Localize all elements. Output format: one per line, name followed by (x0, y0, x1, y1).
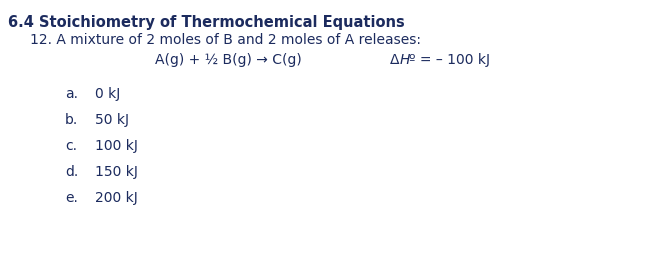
Text: 100 kJ: 100 kJ (95, 139, 138, 153)
Text: b.: b. (65, 113, 78, 127)
Text: d.: d. (65, 165, 78, 179)
Text: A(g) + ½ B(g) → C(g): A(g) + ½ B(g) → C(g) (155, 53, 302, 67)
Text: 200 kJ: 200 kJ (95, 191, 138, 205)
Text: Δ: Δ (390, 53, 399, 67)
Text: e.: e. (65, 191, 78, 205)
Text: a.: a. (65, 87, 78, 101)
Text: c.: c. (65, 139, 77, 153)
Text: 50 kJ: 50 kJ (95, 113, 129, 127)
Text: 0 kJ: 0 kJ (95, 87, 120, 101)
Text: H: H (400, 53, 410, 67)
Text: 150 kJ: 150 kJ (95, 165, 138, 179)
Text: 6.4 Stoichiometry of Thermochemical Equations: 6.4 Stoichiometry of Thermochemical Equa… (8, 15, 405, 30)
Text: º = – 100 kJ: º = – 100 kJ (409, 53, 490, 67)
Text: 12. A mixture of 2 moles of B and 2 moles of A releases:: 12. A mixture of 2 moles of B and 2 mole… (30, 33, 421, 47)
